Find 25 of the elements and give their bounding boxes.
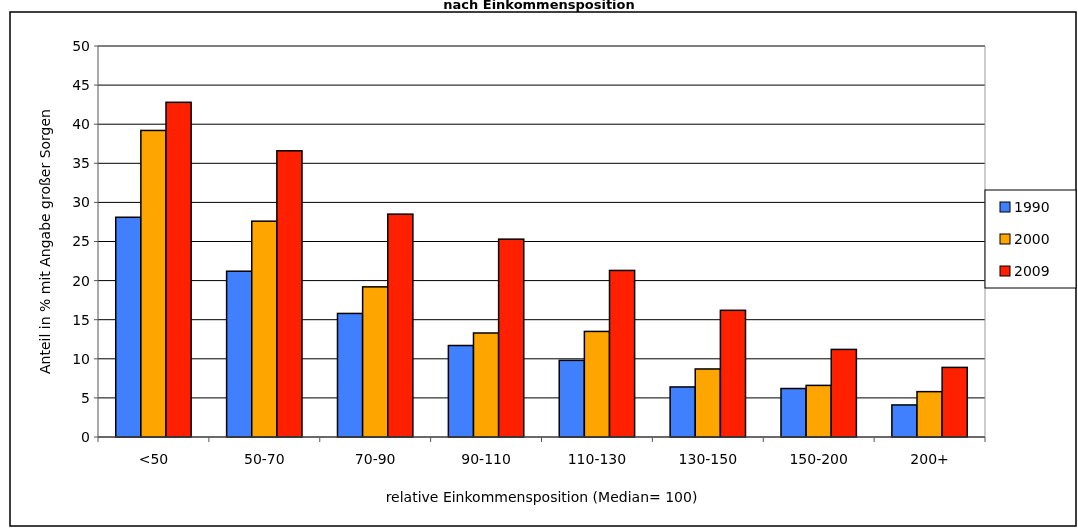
y-tick-label: 0 [81, 428, 90, 445]
x-tick-label: 90-110 [461, 451, 511, 467]
y-tick-label: 10 [72, 350, 90, 367]
y-tick-label: 15 [72, 311, 90, 328]
y-axis-title: Anteil in % mit Angabe großer Sorgen [37, 109, 53, 374]
x-axis-title: relative Einkommensposition (Median= 100) [385, 489, 698, 505]
x-tick-label: 110-130 [567, 451, 627, 467]
x-tick-label: <50 [138, 451, 169, 467]
y-tick-label: 45 [72, 77, 90, 93]
y-tick-label: 5 [81, 389, 90, 406]
legend-label: 2009 [1014, 262, 1050, 279]
x-tick-label: 200+ [910, 451, 949, 467]
y-tick-label: 25 [72, 233, 90, 250]
y-tick-label: 50 [72, 37, 90, 54]
x-tick-label: 150-200 [789, 451, 848, 467]
y-tick-label: 35 [72, 155, 90, 172]
x-tick-label: 50-70 [243, 451, 285, 467]
legend-label: 1990 [1014, 198, 1050, 215]
chart-title: nach Einkommensposition [443, 0, 635, 12]
legend-label: 2000 [1014, 230, 1050, 247]
x-tick-label: 70-90 [354, 451, 396, 467]
y-tick-label: 30 [72, 194, 90, 211]
y-tick-label: 40 [72, 116, 90, 133]
y-tick-label: 20 [72, 272, 90, 289]
x-tick-label: 130-150 [678, 451, 738, 467]
